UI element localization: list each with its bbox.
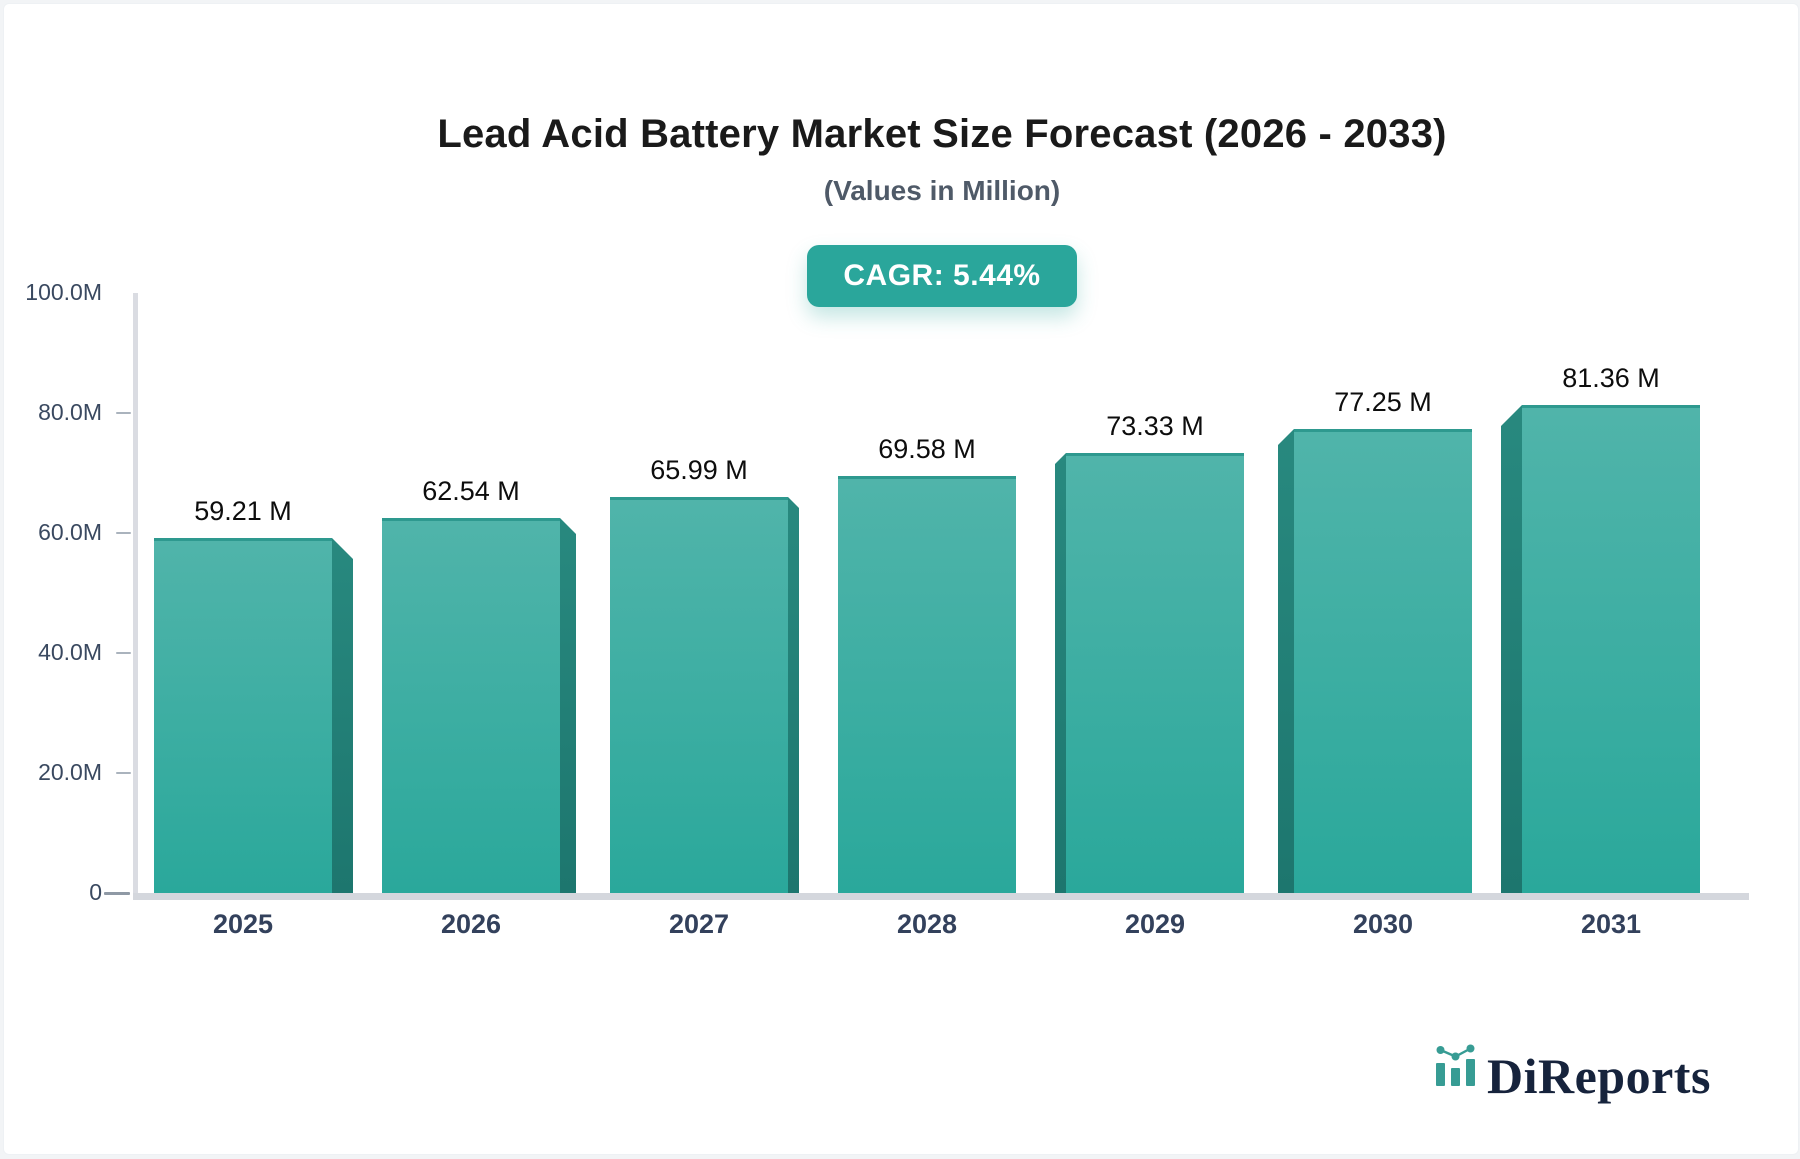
chart-header: Lead Acid Battery Market Size Forecast (…: [135, 4, 1749, 307]
bar-value-label: 77.25 M: [1334, 387, 1432, 417]
cagr-badge: CAGR: 5.44%: [807, 245, 1077, 307]
bar-3d-side: [1055, 453, 1066, 893]
bar-2029: [1066, 453, 1244, 893]
bar-3d-side: [1501, 405, 1522, 893]
bar-2026: [382, 518, 560, 893]
bar-chart: 100.0M 80.0M 60.0M 40.0M 20.0M 0 59.21 M 2025 62…: [4, 4, 1798, 1154]
y-axis-tick-mark: [116, 412, 131, 414]
x-axis-label-2027: 2027: [668, 909, 730, 939]
y-axis-tick-label: 20.0M: [38, 759, 102, 785]
bar-2028: [838, 476, 1016, 893]
x-axis-label-2026: 2026: [440, 909, 502, 939]
direports-logo: DiReports: [1434, 1042, 1711, 1101]
y-axis-line: [133, 293, 138, 900]
bar-value-label: 69.58 M: [878, 434, 976, 464]
mini-bar-line-chart-icon: [1436, 1044, 1475, 1086]
bar-3d-side: [560, 518, 576, 893]
y-axis-tick-label: 80.0M: [38, 399, 102, 425]
x-axis-label-2028: 2028: [896, 909, 958, 939]
bar-3d-side: [788, 497, 799, 893]
x-axis-label-2030: 2030: [1352, 909, 1414, 939]
y-axis-tick-mark: [116, 652, 131, 654]
bar-value-label: 65.99 M: [650, 455, 748, 485]
bar-value-label: 62.54 M: [422, 476, 520, 506]
y-axis-tick-mark: [116, 772, 131, 774]
bar-value-label: 81.36 M: [1562, 363, 1660, 393]
y-axis-tick-label: 40.0M: [38, 639, 102, 665]
chart-title: Lead Acid Battery Market Size Forecast (…: [437, 112, 1447, 156]
chart-subtitle: (Values in Million): [823, 175, 1061, 206]
y-axis-tick-label: 100.0M: [25, 279, 102, 305]
y-axis-tick-mark: [104, 892, 130, 895]
bar-2030: [1294, 429, 1472, 893]
y-axis-tick-label: 60.0M: [38, 519, 102, 545]
report-card: 100.0M 80.0M 60.0M 40.0M 20.0M 0 59.21 M 2025 62…: [3, 3, 1799, 1155]
bar-3d-side: [1278, 429, 1294, 893]
x-axis-label-2031: 2031: [1580, 909, 1642, 939]
bar-2025: [154, 538, 332, 893]
x-axis-baseline: [133, 893, 1749, 900]
bar-value-label: 59.21 M: [194, 496, 292, 526]
logo-text: DiReports: [1487, 1048, 1711, 1104]
bar-value-label: 73.33 M: [1106, 411, 1204, 441]
bar-2031: [1522, 405, 1700, 893]
bar-2027: [610, 497, 788, 893]
y-axis-tick-mark: [116, 532, 131, 534]
x-axis-label-2025: 2025: [212, 909, 274, 939]
x-axis-label-2029: 2029: [1124, 909, 1186, 939]
bar-3d-side: [332, 538, 353, 893]
y-axis-tick-label: 0: [89, 879, 102, 905]
